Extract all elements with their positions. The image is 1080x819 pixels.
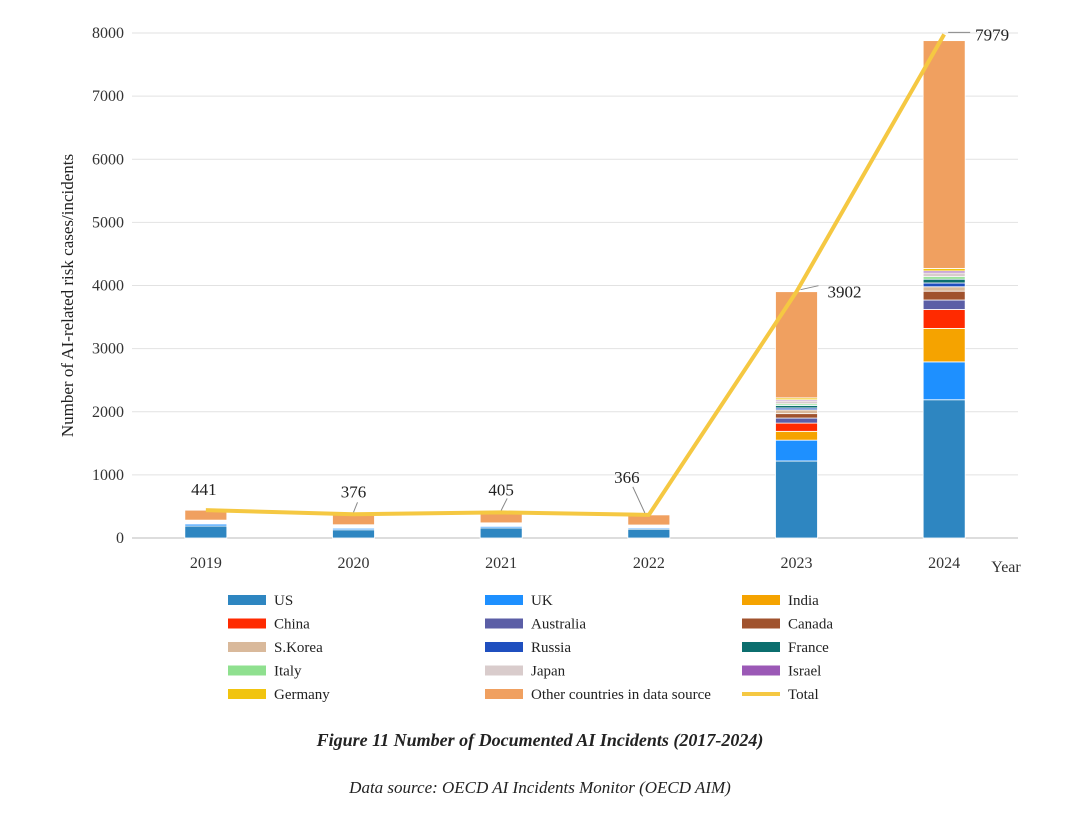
legend-label-canada: Canada: [788, 617, 833, 633]
y-tick-label: 4000: [92, 278, 124, 295]
stacked-bar-chart: 0 1000 2000 3000 4000 5000 6000 7000 8000 Number …: [58, 25, 1021, 703]
legend-label-china: China: [274, 617, 310, 633]
data-label-leader: [800, 285, 819, 291]
legend-label-italy: Italy: [274, 664, 302, 680]
legend-label-japan: Japan: [531, 664, 566, 680]
total-data-label: 366: [614, 468, 640, 487]
y-tick-label: 1000: [92, 467, 124, 484]
legend-label-uk: UK: [531, 593, 553, 609]
bar-segment-uk: [775, 439, 818, 462]
bar-segment-other-countries-in-data-source: [922, 40, 966, 269]
legend-label-other-countries-in-data-source: Other countries in data source: [531, 687, 711, 703]
legend-label-australia: Australia: [531, 617, 586, 633]
bar-segment-us: [184, 525, 228, 539]
legend-swatch-france: [742, 642, 780, 652]
y-tick-label: 3000: [92, 341, 124, 358]
y-tick-label: 2000: [92, 404, 124, 421]
bar-segment-canada: [922, 290, 966, 301]
total-data-label: 405: [488, 480, 514, 499]
bar-segment-china: [922, 309, 966, 329]
x-axis-label: Year: [991, 559, 1021, 576]
legend-label-france: France: [788, 640, 829, 656]
legend-swatch-india: [742, 595, 780, 605]
legend-swatch-russia: [485, 642, 523, 652]
y-tick-label: 0: [116, 530, 124, 547]
bar-segment-other-countries-in-data-source: [775, 291, 818, 399]
bar-segment-japan: [922, 272, 966, 278]
bar-segment-s-korea: [922, 286, 966, 292]
total-data-label: 376: [341, 482, 367, 501]
data-label-leader: [632, 486, 646, 514]
bar-segment-india: [775, 430, 818, 441]
data-label-leader: [500, 498, 508, 511]
y-tick-label: 8000: [92, 25, 124, 42]
bar-segment-us: [332, 529, 375, 539]
legend-swatch-germany: [228, 689, 266, 699]
legend-label-russia: Russia: [531, 640, 571, 656]
bar-segment-uk: [922, 361, 966, 401]
legend-swatch-us: [228, 595, 266, 605]
bar-segment-canada: [775, 413, 818, 419]
gridlines: [132, 32, 1018, 539]
axes: 0 1000 2000 3000 4000 5000 6000 7000 8000 Number …: [58, 25, 1021, 576]
legend-swatch-china: [228, 618, 266, 629]
legend-swatch-japan: [485, 665, 523, 676]
legend-swatch-italy: [228, 665, 266, 676]
bar-segment-india: [922, 328, 966, 363]
bar-segment-france: [922, 278, 966, 284]
bar-segment-us: [479, 527, 523, 539]
data-label-leader: [353, 502, 358, 513]
legend-label-s-korea: S.Korea: [274, 640, 323, 656]
total-data-label: 3902: [828, 283, 862, 302]
total-data-label: 441: [191, 480, 217, 499]
x-tick-label: 2024: [928, 555, 960, 572]
figure-title: Figure 11 Number of Documented AI Incide…: [316, 730, 764, 750]
legend-swatch-australia: [485, 618, 523, 629]
bar-segment-russia: [922, 282, 966, 288]
figure-source: Data source: OECD AI Incidents Monitor (…: [349, 778, 731, 797]
legend-label-india: India: [788, 593, 819, 609]
y-tick-label: 7000: [92, 88, 124, 105]
legend-label-us: US: [274, 593, 293, 609]
legend-label-total: Total: [788, 687, 819, 703]
bar-segment-us: [627, 528, 671, 539]
legend-label-israel: Israel: [788, 664, 821, 680]
bar-segment-s-korea: [775, 409, 818, 415]
legend: US UK India China Australia Canada S.Korea Russ…: [228, 593, 833, 703]
x-tick-label: 2019: [190, 555, 222, 572]
bar-segment-us: [922, 399, 966, 539]
bar-segment-australia: [922, 299, 966, 310]
legend-swatch-uk: [485, 595, 523, 605]
total-series-line: [205, 33, 946, 517]
y-tick-label: 6000: [92, 151, 124, 168]
legend-swatch-other-countries-in-data-source: [485, 689, 523, 699]
bars: [184, 40, 966, 539]
total-data-label: 7979: [975, 25, 1009, 44]
x-tick-label: 2020: [338, 555, 370, 572]
y-tick-label: 5000: [92, 214, 124, 231]
total-line: 441 376 405 366 3902 7979: [191, 25, 1009, 517]
legend-swatch-canada: [742, 618, 780, 629]
x-tick-label: 2023: [781, 555, 813, 572]
y-axis-label: Number of AI-related risk cases/incident…: [58, 154, 77, 437]
legend-label-germany: Germany: [274, 687, 330, 703]
legend-swatch-s-korea: [228, 642, 266, 652]
x-tick-label: 2021: [485, 555, 517, 572]
bar-segment-japan: [775, 400, 818, 405]
legend-swatch-israel: [742, 665, 780, 676]
x-tick-label: 2022: [633, 555, 665, 572]
bar-segment-china: [775, 422, 818, 432]
bar-segment-us: [775, 460, 818, 539]
bar-segment-australia: [775, 417, 818, 424]
